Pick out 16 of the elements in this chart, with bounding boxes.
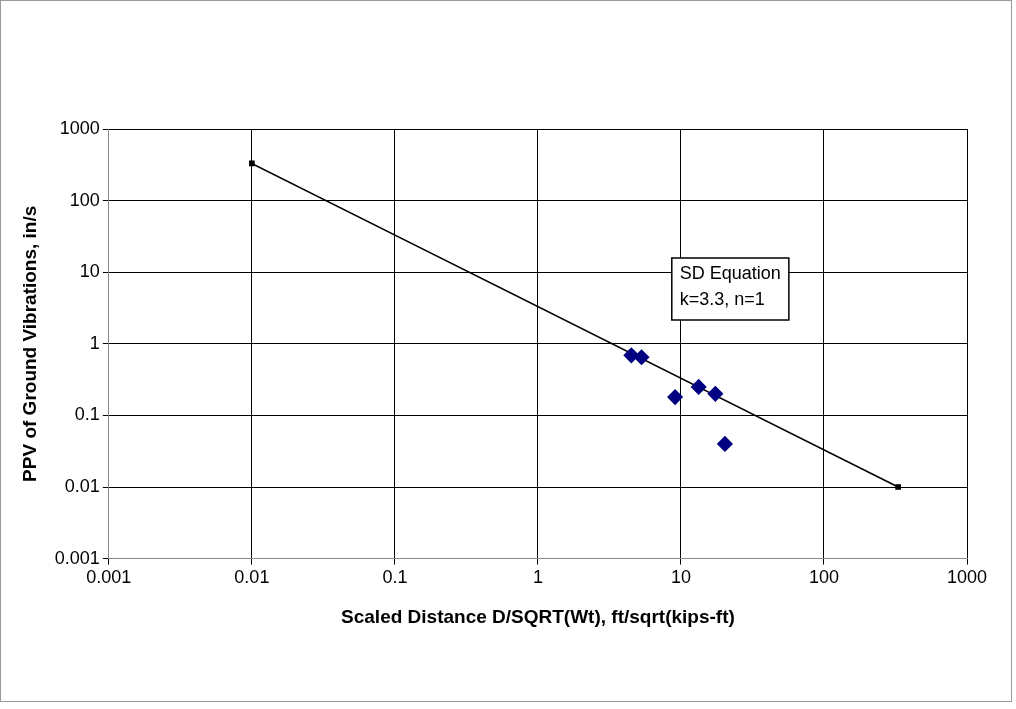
y-tick-label: 0.1 (74, 404, 100, 425)
y-tick-label: 0.001 (54, 547, 100, 568)
annotation: SD Equation k=3.3, n=1 (679, 262, 781, 309)
x-axis-title: Scaled Distance D/SQRT(Wt), ft/sqrt(kips-ft) (341, 605, 735, 627)
x-tick-label: 1 (532, 567, 543, 588)
y-tick-label: 0.01 (64, 475, 100, 496)
x-tick-label: 100 (808, 567, 839, 588)
y-tick-label: 1000 (59, 117, 100, 138)
y-tick-label: 10 (79, 261, 100, 282)
x-tick-label: 0.1 (382, 567, 408, 588)
y-tick-label: 100 (69, 189, 100, 210)
x-tick-label: 1000 (946, 567, 988, 588)
x-tick-label: 10 (670, 567, 691, 588)
x-tick-label: 0.01 (234, 567, 270, 588)
y-axis-title: PPV of Ground Vibrations, in/s (18, 205, 40, 482)
y-tick-label: 1 (89, 332, 100, 353)
